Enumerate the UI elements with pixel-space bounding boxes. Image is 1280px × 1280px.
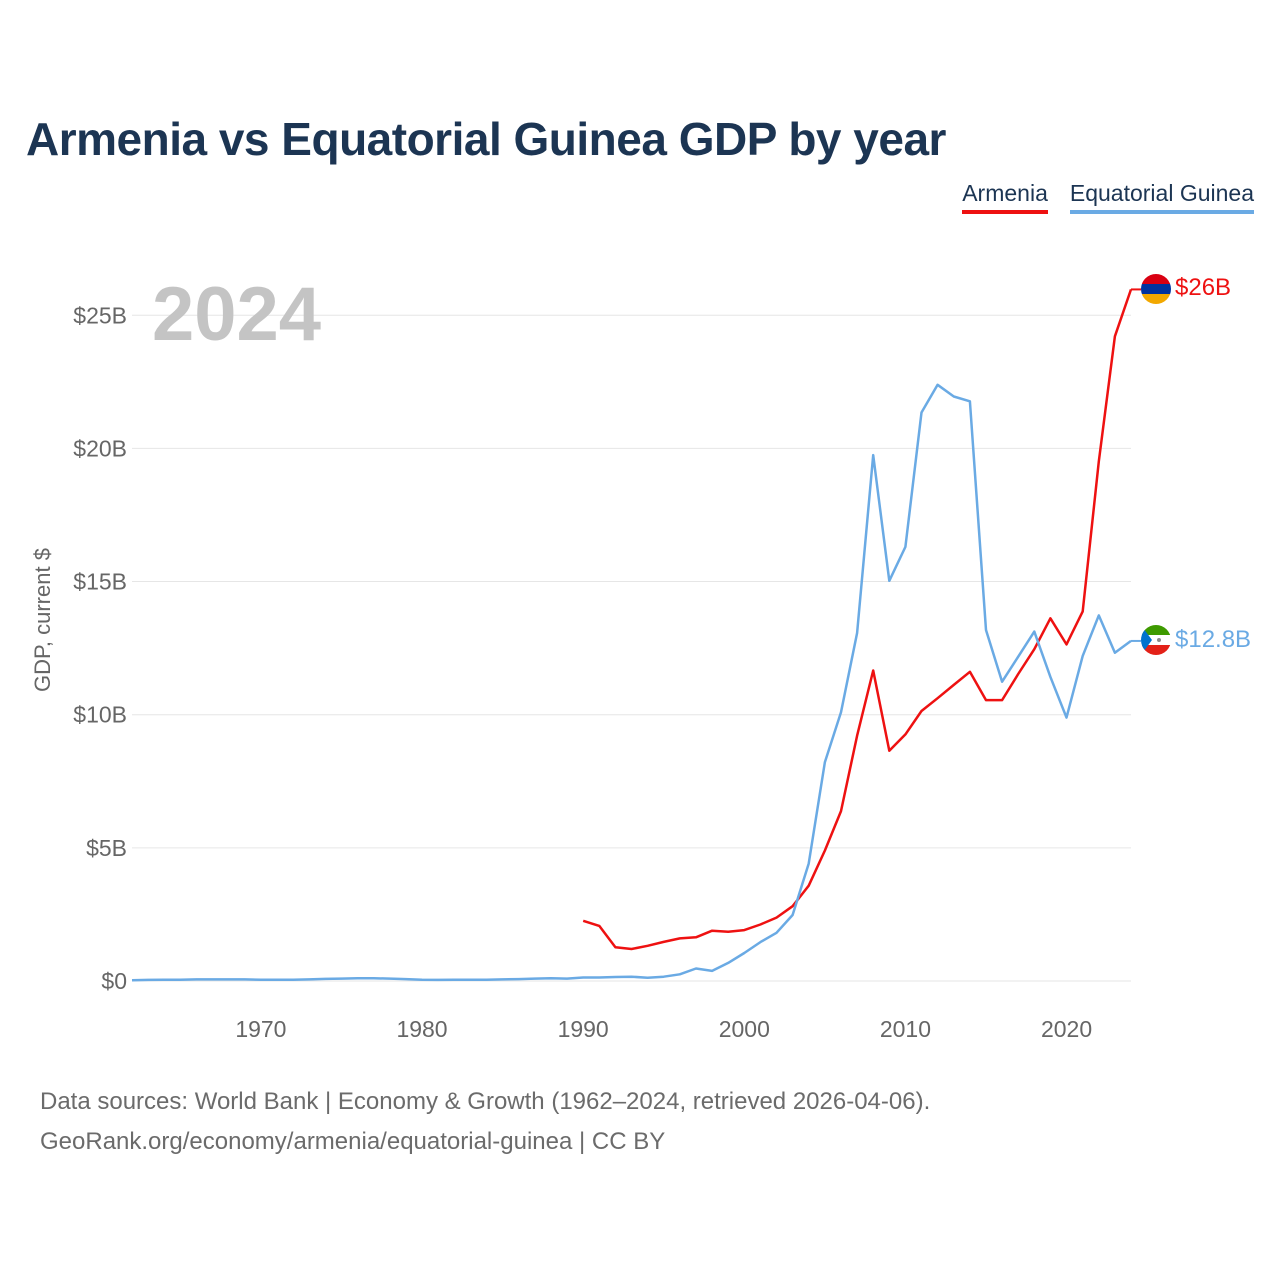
y-tick-label: $15B xyxy=(73,569,127,595)
y-tick-label: $10B xyxy=(73,702,127,728)
x-tick-label: 2020 xyxy=(1041,1016,1092,1042)
line-chart: 2024 $0 $5B $10B $15B $20B $25B 1970 1980 1990 2… xyxy=(30,272,1251,1042)
end-label-armenia: $26B xyxy=(1175,274,1231,301)
footer-sources: Data sources: World Bank | Economy & Gro… xyxy=(40,1088,931,1115)
y-axis-label: GDP, current $ xyxy=(30,548,55,692)
y-tick-label: $0 xyxy=(101,968,127,994)
chart-title: Armenia vs Equatorial Guinea GDP by year xyxy=(26,113,946,165)
armenia-flag xyxy=(1141,274,1171,304)
legend-item-armenia[interactable]: Armenia xyxy=(962,180,1048,214)
year-watermark: 2024 xyxy=(152,272,321,357)
footer-link[interactable]: GeoRank.org/economy/armenia/equatorial-g… xyxy=(40,1128,666,1155)
x-tick-label: 2010 xyxy=(880,1016,931,1042)
equatorial-guinea-flag xyxy=(1141,625,1171,655)
legend: Armenia Equatorial Guinea xyxy=(962,180,1254,214)
series-line-equatorial-guinea[interactable] xyxy=(131,383,1132,982)
series-line-armenia[interactable] xyxy=(582,288,1133,951)
end-label-equatorial-guinea: $12.8B xyxy=(1175,626,1251,653)
y-tick-label: $25B xyxy=(73,302,127,328)
legend-item-equatorial-guinea[interactable]: Equatorial Guinea xyxy=(1069,180,1254,214)
x-tick-label: 1990 xyxy=(558,1016,609,1042)
y-tick-label: $20B xyxy=(73,435,127,461)
x-tick-label: 2000 xyxy=(719,1016,770,1042)
y-tick-label: $5B xyxy=(86,835,127,861)
x-tick-label: 1980 xyxy=(396,1016,447,1042)
x-tick-label: 1970 xyxy=(235,1016,286,1042)
footer: Data sources: World Bank | Economy & Gro… xyxy=(40,1082,930,1162)
